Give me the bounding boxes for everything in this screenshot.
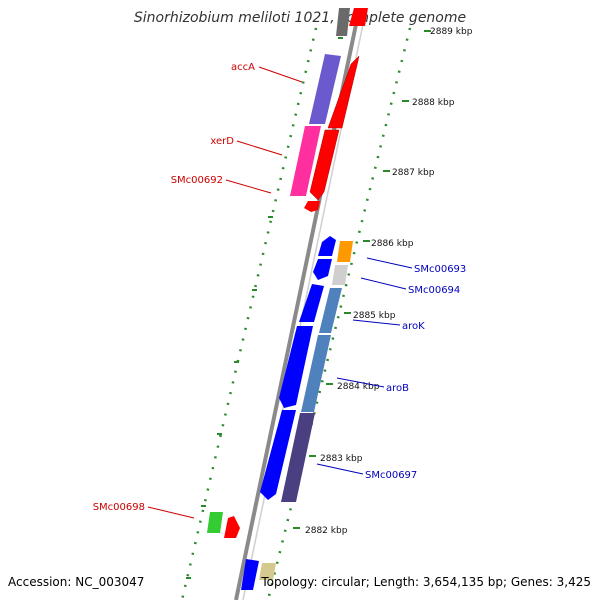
gene-glyph[interactable] — [337, 241, 353, 262]
gene-glyph-aroK[interactable] — [299, 284, 324, 322]
gene-labels: accA xerD SMc00692 SMc00693 SMc00694 aro… — [93, 62, 467, 513]
forward-strand-genes — [224, 8, 368, 580]
gene-label-accA[interactable]: accA — [231, 62, 255, 73]
map-title: Sinorhizobium meliloti 1021, complete ge… — [134, 10, 466, 26]
gene-glyph[interactable] — [241, 559, 259, 590]
ruler-label-2883: 2883 kbp — [320, 454, 363, 464]
gene-glyph-xerD-fwd[interactable] — [309, 129, 340, 201]
gene-label-xerD[interactable]: xerD — [210, 136, 234, 147]
ruler-labels: 2889 kbp 2888 kbp 2887 kbp 2886 kbp 2885… — [305, 27, 473, 536]
gene-glyph-SMc00692-fwd[interactable] — [304, 201, 320, 212]
ruler-label-2887: 2887 kbp — [392, 168, 435, 178]
gene-label-SMc00698[interactable]: SMc00698 — [93, 502, 145, 513]
gene-label-SMc00697[interactable]: SMc00697 — [365, 470, 417, 481]
gene-glyph-xerD[interactable] — [290, 126, 321, 196]
gene-label-SMc00694[interactable]: SMc00694 — [408, 285, 460, 296]
ruler-label-2884: 2884 kbp — [337, 382, 380, 392]
gene-glyph[interactable] — [301, 335, 331, 412]
gene-label-aroK[interactable]: aroK — [402, 321, 425, 332]
gene-label-SMc00693[interactable]: SMc00693 — [414, 264, 466, 275]
gene-glyph[interactable] — [281, 413, 315, 502]
ruler-label-2889: 2889 kbp — [430, 27, 473, 37]
gene-glyph-SMc00698[interactable] — [207, 512, 223, 533]
leader-SMc00693 — [366, 257, 413, 269]
gene-glyph-SMc00697[interactable] — [260, 410, 296, 500]
gene-glyph-aroB[interactable] — [279, 326, 313, 408]
reverse-strand-genes — [207, 8, 350, 590]
leader-accA — [258, 66, 303, 83]
gene-label-aroB[interactable]: aroB — [386, 383, 409, 394]
gene-label-SMc00692[interactable]: SMc00692 — [171, 175, 223, 186]
leader-SMc00694 — [360, 277, 407, 290]
ruler-label-2882: 2882 kbp — [305, 526, 348, 536]
label-leaders — [147, 66, 413, 519]
gene-glyph-accA-fwd[interactable] — [327, 55, 360, 129]
gene-glyph[interactable] — [349, 8, 368, 26]
leader-aroB — [336, 377, 385, 388]
gene-glyph-SMc00693[interactable] — [318, 236, 336, 256]
ruler-label-2888: 2888 kbp — [412, 98, 455, 108]
accession-text: Accession: NC_003047 — [8, 575, 144, 589]
gene-glyph-SMc00694[interactable] — [313, 259, 332, 280]
gene-glyph[interactable] — [259, 563, 276, 580]
gene-glyph-accA[interactable] — [309, 54, 341, 124]
leader-xerD — [236, 140, 283, 156]
ruler-label-2886: 2886 kbp — [371, 239, 414, 249]
gene-glyph[interactable] — [319, 288, 342, 333]
gene-glyph[interactable] — [336, 8, 350, 36]
topology-text: Topology: circular; Length: 3,654,135 bp… — [260, 575, 591, 589]
leader-aroK — [352, 319, 401, 326]
ruler-label-2885: 2885 kbp — [353, 311, 396, 321]
gene-glyph-SMc00698-fwd[interactable] — [224, 516, 240, 538]
leader-SMc00697 — [316, 463, 364, 475]
gene-glyph[interactable] — [332, 265, 348, 285]
leader-SMc00698 — [147, 506, 195, 519]
leader-SMc00692 — [225, 179, 272, 194]
